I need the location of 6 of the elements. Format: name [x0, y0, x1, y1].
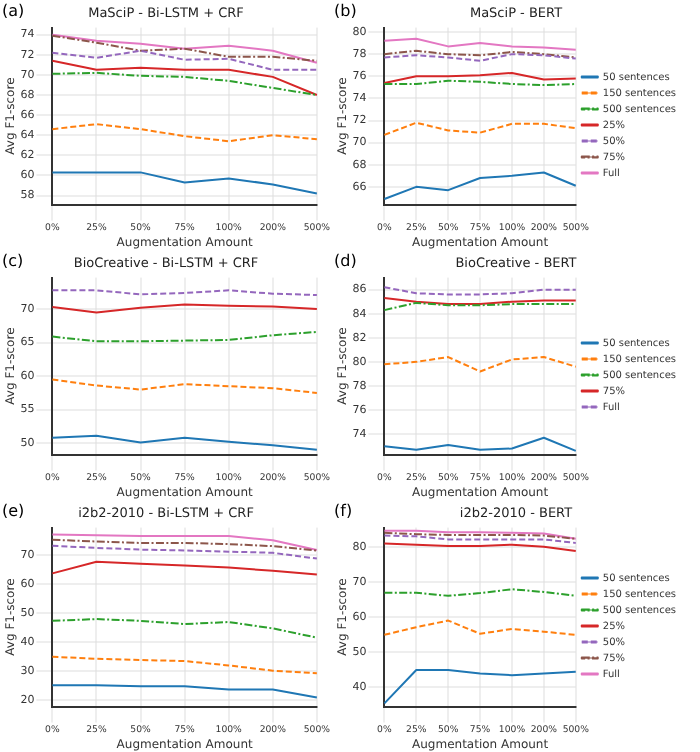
text: (f): [334, 502, 353, 521]
text: (a): [2, 2, 25, 21]
text: (d): [334, 252, 357, 271]
text: (b): [334, 2, 357, 21]
text: (e): [2, 502, 25, 521]
text: (c): [2, 252, 24, 271]
